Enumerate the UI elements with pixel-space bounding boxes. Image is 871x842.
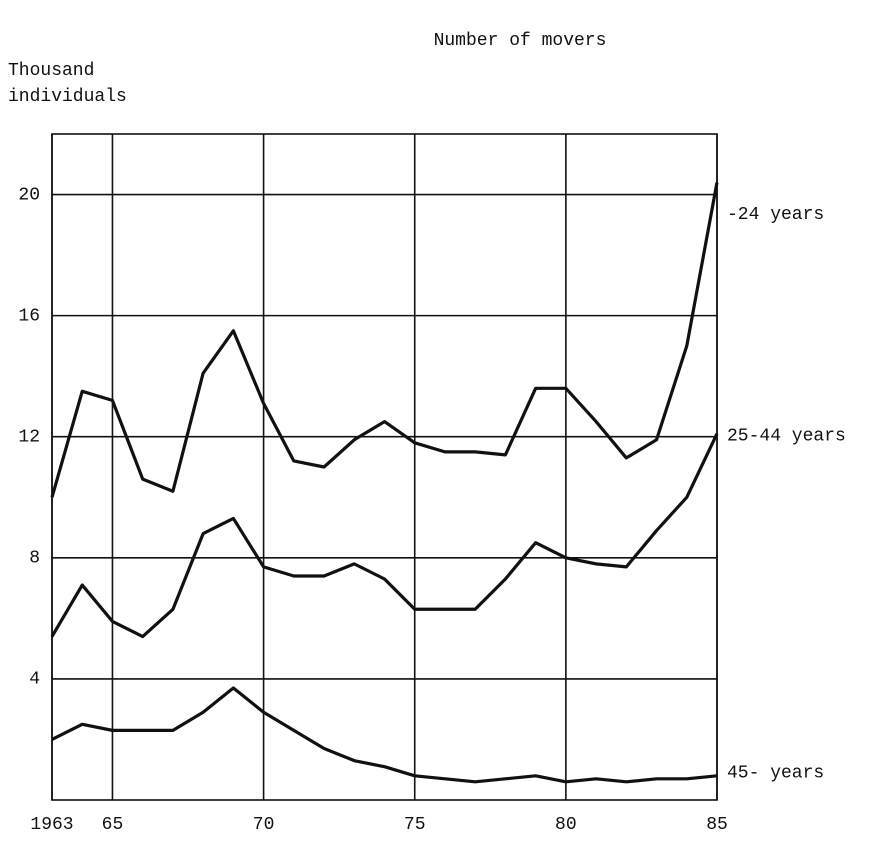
y-tick-label: 20 <box>18 185 40 205</box>
series-line <box>51 686 718 784</box>
plot-frame <box>51 133 718 801</box>
series-label: 45- years <box>727 764 824 784</box>
x-tick-label: 65 <box>102 815 124 835</box>
x-tick-label: 75 <box>404 815 426 835</box>
series-line <box>50 433 719 639</box>
x-tick-label: 80 <box>555 815 577 835</box>
y-tick-label: 16 <box>18 306 40 326</box>
series-label: -24 years <box>727 205 824 225</box>
chart-title: Number of movers <box>434 31 607 51</box>
y-tick-label: 12 <box>18 427 40 447</box>
y-axis-label: Thousand <box>8 61 94 81</box>
x-tick-label: 1963 <box>30 815 73 835</box>
series-line <box>50 182 719 498</box>
x-tick-label: 70 <box>253 815 275 835</box>
x-tick-label: 85 <box>706 815 728 835</box>
y-axis-label: individuals <box>8 87 127 107</box>
series-label: 25-44 years <box>727 426 846 446</box>
y-tick-label: 8 <box>29 549 40 569</box>
y-tick-label: 4 <box>29 670 40 690</box>
